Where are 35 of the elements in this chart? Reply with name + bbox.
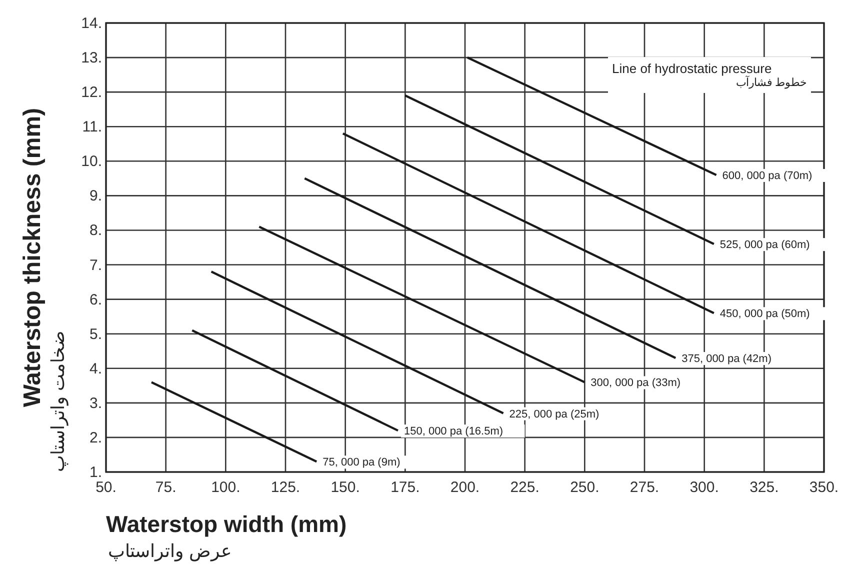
y-tick-label: 12. — [81, 84, 102, 102]
x-tick-label: 250. — [570, 479, 600, 496]
x-tick-label: 100. — [211, 479, 240, 496]
y-tick-label: 5. — [89, 326, 102, 343]
y-tick-label: 2. — [89, 429, 102, 446]
x-tick-label: 175. — [390, 479, 420, 496]
x-tick-label: 225. — [510, 479, 540, 496]
series-label: 450, 000 pa (50m) — [720, 308, 810, 320]
series-label: 600, 000 pa (70m) — [722, 170, 812, 182]
x-tick-label: 300. — [690, 479, 719, 496]
x-tick-label: 350. — [809, 479, 839, 496]
series-label: 525, 000 pa (60m) — [720, 239, 810, 252]
series-label: 300, 000 pa (33m) — [590, 377, 681, 390]
x-tick-label: 200. — [450, 479, 480, 496]
y-tick-label: 3. — [89, 394, 102, 412]
y-tick-label: 7. — [89, 256, 102, 274]
series-label: 225, 000 pa (25m) — [509, 408, 600, 420]
y-tick-label: 13. — [81, 50, 102, 67]
y-tick-label: 14. — [81, 15, 102, 32]
series-label: 75, 000 pa (9m) — [322, 456, 400, 469]
y-tick-label: 9. — [89, 188, 102, 205]
x-tick-label: 50. — [96, 479, 116, 496]
x-tick-label: 275. — [630, 479, 660, 496]
y-tick-label: 11. — [82, 118, 102, 136]
series-label: 150, 000 pa (16.5m) — [404, 426, 504, 438]
y-tick-label: 8. — [89, 222, 102, 240]
y-tick-label: 6. — [89, 291, 102, 308]
x-tick-label: 75. — [155, 479, 176, 496]
series-label: 375, 000 pa (42m) — [682, 353, 772, 366]
x-tick-label: 150. — [330, 479, 360, 496]
x-tick-label: 325. — [750, 479, 779, 496]
y-tick-label: 1. — [89, 464, 102, 481]
y-tick-label: 4. — [89, 360, 102, 378]
x-tick-label: 125. — [270, 479, 300, 496]
y-tick-label: 10. — [81, 153, 102, 170]
